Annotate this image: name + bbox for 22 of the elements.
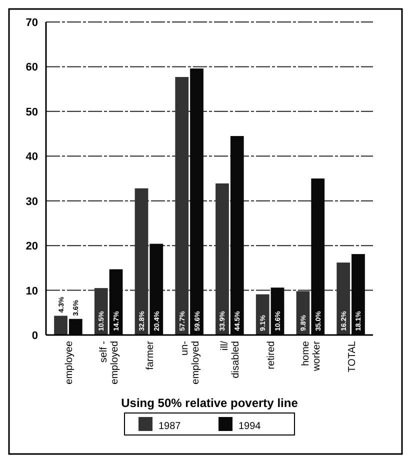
bar [175, 77, 189, 335]
y-tick-label: 50 [26, 106, 38, 118]
x-axis-title: Using 50% relative poverty line [121, 396, 298, 410]
bar [54, 316, 68, 335]
bar [216, 183, 229, 335]
y-tick-label: 0 [32, 330, 38, 342]
y-tick-label: 20 [26, 240, 38, 253]
y-tick-label: 30 [26, 196, 38, 208]
x-tick-label: retired [266, 341, 278, 370]
legend-label: 1994 [238, 421, 262, 432]
y-tick-label: 70 [26, 17, 38, 29]
x-tick-label: home worker [300, 340, 322, 372]
bar [134, 188, 148, 335]
y-tick-label: 60 [26, 62, 38, 74]
y-tick-label: 10 [26, 285, 38, 298]
bar [336, 262, 350, 335]
legend-label: 1987 [158, 421, 182, 432]
bar [256, 294, 270, 335]
x-tick-label: employee [64, 340, 76, 384]
x-tick-label: TOTAL [346, 340, 358, 372]
y-tick-label: 40 [26, 151, 38, 164]
x-tick-label: farmer [144, 340, 156, 370]
